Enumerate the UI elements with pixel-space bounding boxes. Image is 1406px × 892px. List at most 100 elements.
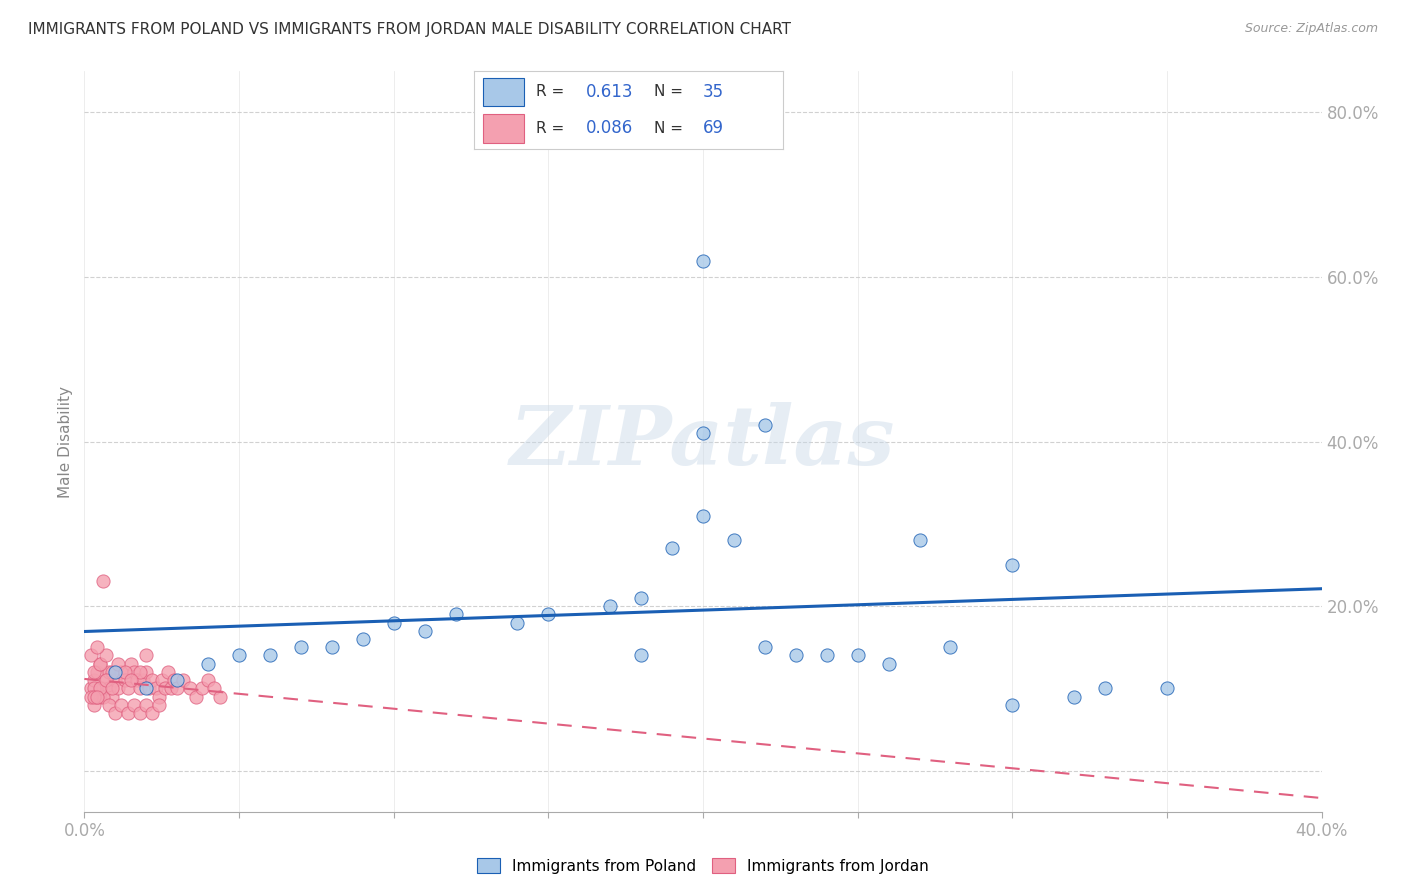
Point (785, 648, 807, 663)
Point (138, 681, 160, 696)
Point (754, 418, 776, 433)
Point (382, 615, 405, 630)
Point (160, 681, 183, 696)
Point (117, 681, 139, 696)
Point (413, 624, 436, 638)
Point (661, 541, 683, 556)
Point (132, 673, 155, 687)
Point (815, 648, 838, 663)
Point (79, 681, 101, 696)
Point (1063, 690, 1085, 704)
Point (939, 640, 962, 655)
Point (117, 706, 139, 720)
Point (145, 681, 167, 696)
Point (83, 698, 105, 712)
Point (122, 698, 145, 712)
Point (630, 648, 652, 663)
Point (89, 657, 111, 671)
Text: IMMIGRANTS FROM POLAND VS IMMIGRANTS FROM JORDAN MALE DISABILITY CORRELATION CHA: IMMIGRANTS FROM POLAND VS IMMIGRANTS FRO… (28, 22, 792, 37)
Point (98, 665, 121, 679)
Point (129, 706, 152, 720)
Point (83, 665, 105, 679)
Point (79, 648, 101, 663)
Point (352, 632, 374, 646)
Point (107, 681, 129, 696)
Point (153, 681, 176, 696)
Point (692, 426, 714, 441)
Point (91, 681, 114, 696)
Point (692, 508, 714, 523)
Point (89, 681, 111, 696)
Point (209, 690, 232, 704)
Point (89, 657, 111, 671)
Point (129, 665, 152, 679)
Point (228, 648, 250, 663)
Point (166, 681, 188, 696)
Point (197, 657, 219, 671)
Point (101, 681, 124, 696)
Point (135, 648, 157, 663)
Point (135, 698, 157, 712)
Point (104, 665, 127, 679)
Point (110, 665, 132, 679)
Point (98, 698, 121, 712)
Point (120, 673, 142, 687)
Legend: Immigrants from Poland, Immigrants from Jordan: Immigrants from Poland, Immigrants from … (471, 852, 935, 880)
Point (321, 640, 343, 655)
Point (150, 673, 173, 687)
Point (908, 533, 931, 548)
Point (101, 690, 124, 704)
Point (94, 648, 117, 663)
Point (1156, 681, 1178, 696)
Point (1001, 558, 1024, 572)
Point (114, 673, 136, 687)
Point (172, 673, 194, 687)
Point (120, 657, 142, 671)
Point (630, 591, 652, 605)
Point (290, 640, 312, 655)
Point (79, 690, 101, 704)
Point (86, 690, 108, 704)
Point (166, 673, 188, 687)
Point (135, 665, 157, 679)
Point (259, 648, 281, 663)
Point (179, 681, 201, 696)
Point (1001, 698, 1024, 712)
Point (114, 665, 136, 679)
Text: Source: ZipAtlas.com: Source: ZipAtlas.com (1244, 22, 1378, 36)
Point (104, 706, 127, 720)
Point (101, 665, 124, 679)
Point (94, 673, 117, 687)
Text: ZIPatlas: ZIPatlas (510, 401, 896, 482)
Point (83, 681, 105, 696)
Point (135, 681, 157, 696)
Point (110, 698, 132, 712)
Point (89, 690, 111, 704)
Point (444, 607, 467, 622)
Point (129, 681, 152, 696)
Point (98, 681, 121, 696)
Point (877, 657, 900, 671)
Y-axis label: Male Disability: Male Disability (58, 385, 73, 498)
Point (104, 673, 127, 687)
Point (86, 640, 108, 655)
Point (122, 665, 145, 679)
Point (506, 615, 529, 630)
Point (141, 706, 163, 720)
Point (1094, 681, 1116, 696)
Point (86, 690, 108, 704)
Point (202, 681, 225, 696)
Point (83, 690, 105, 704)
Point (91, 574, 114, 589)
Point (599, 599, 621, 613)
Point (197, 673, 219, 687)
Point (692, 253, 714, 268)
Point (537, 607, 560, 622)
Point (754, 640, 776, 655)
Point (91, 690, 114, 704)
Point (148, 698, 170, 712)
Point (125, 673, 148, 687)
Point (156, 665, 179, 679)
Point (141, 673, 163, 687)
Point (191, 681, 214, 696)
